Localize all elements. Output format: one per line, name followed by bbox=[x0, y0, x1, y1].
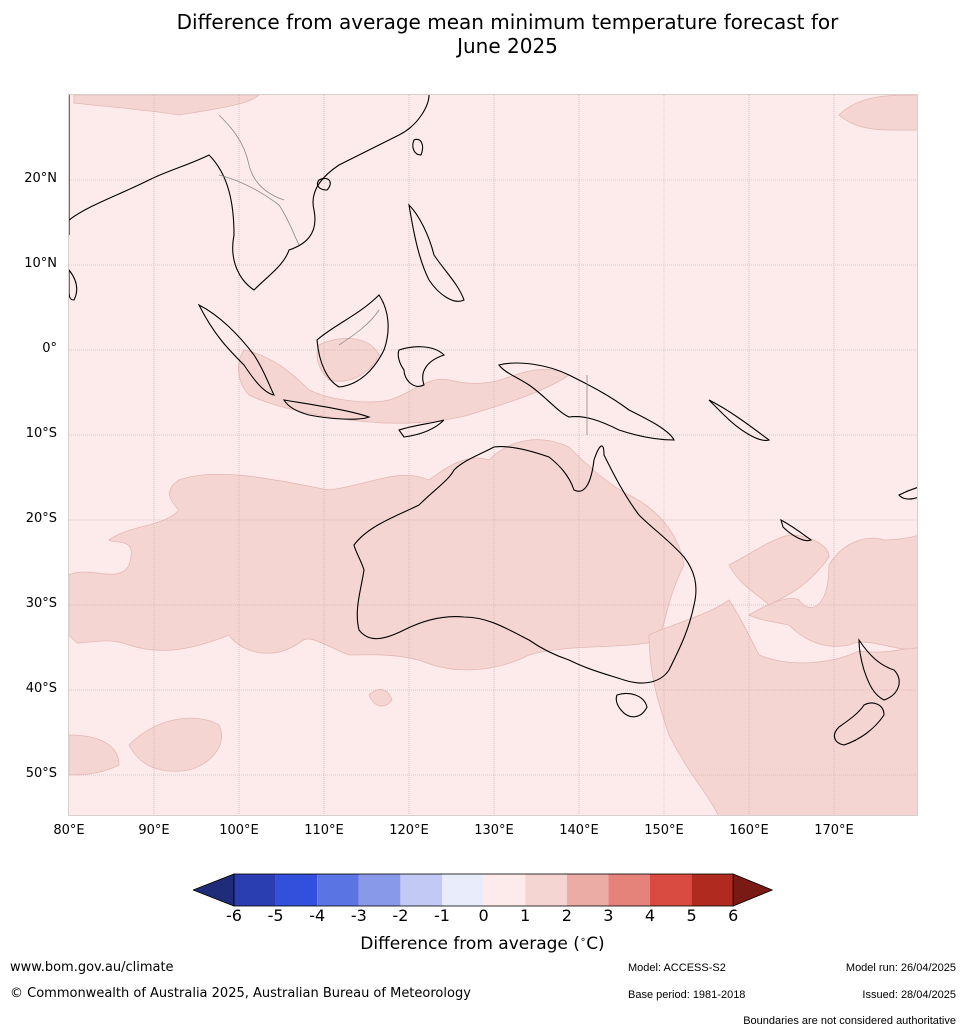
region-asia-top bbox=[73, 95, 260, 116]
colorbar-label: Difference from average ( bbox=[360, 934, 580, 954]
colorbar-cell bbox=[234, 874, 276, 906]
issued-date: Issued: 28/04/2025 bbox=[862, 989, 956, 1001]
graticule bbox=[69, 95, 917, 815]
lat-label-40s: 40°S bbox=[25, 681, 57, 696]
colorbar-tick-label: -3 bbox=[350, 906, 367, 925]
region-southern-tasman bbox=[648, 599, 917, 815]
forecast-map bbox=[68, 94, 918, 816]
colorbar-border bbox=[233, 873, 734, 907]
model-name: Model: ACCESS-S2 bbox=[628, 962, 726, 974]
java-coast bbox=[282, 399, 371, 420]
colorbar-tick-label: -5 bbox=[267, 906, 284, 925]
nz-south-coast bbox=[833, 702, 885, 746]
lon-label-130e: 130°E bbox=[474, 823, 514, 838]
philippines-coast bbox=[408, 203, 465, 302]
colorbar-tick-label: 3 bbox=[603, 906, 614, 925]
sri-lanka-coast bbox=[69, 269, 78, 301]
lat-label-20n: 20°N bbox=[24, 171, 57, 186]
borneo-coast bbox=[316, 294, 389, 388]
lat-label-30s: 30°S bbox=[25, 596, 57, 611]
colorbar-extend-low bbox=[193, 873, 235, 907]
colorbar-cell bbox=[483, 874, 526, 906]
lon-label-120e: 120°E bbox=[389, 823, 429, 838]
lat-label-10n: 10°N bbox=[24, 256, 57, 271]
colorbar-tick-label: 5 bbox=[686, 906, 697, 925]
colorbar-tick-label: 4 bbox=[644, 906, 656, 925]
region-main-australia-indian-ocean bbox=[69, 439, 685, 671]
lat-label-50s: 50°S bbox=[25, 766, 57, 781]
hainan-coast bbox=[316, 177, 331, 191]
colorbar-tick-label: 1 bbox=[520, 906, 531, 925]
nz-north-coast bbox=[858, 638, 900, 701]
colorbar-cell bbox=[525, 874, 567, 906]
region-borneo bbox=[316, 338, 380, 382]
region-small-1 bbox=[368, 689, 393, 707]
lon-label-80e: 80°E bbox=[53, 823, 85, 838]
lat-label-20s: 20°S bbox=[25, 511, 57, 526]
sulawesi-coast bbox=[397, 346, 446, 387]
anomaly-1-2-regions bbox=[69, 95, 917, 815]
colorbar-tick-label: 0 bbox=[478, 906, 489, 925]
colorbar-unit: C) bbox=[586, 934, 605, 954]
coastlines bbox=[69, 95, 917, 746]
region-tasman-coral bbox=[728, 534, 830, 606]
title-line-1: Difference from average mean minimum tem… bbox=[176, 10, 839, 34]
timor-coast bbox=[398, 419, 445, 438]
mainland-asia-coast bbox=[69, 95, 430, 291]
sumatra-coast bbox=[197, 303, 275, 396]
map-title: Difference from average mean minimum tem… bbox=[0, 10, 965, 58]
map-svg bbox=[69, 95, 917, 815]
australia-coast bbox=[353, 445, 697, 684]
colorbar-tick-label: -4 bbox=[309, 906, 326, 925]
new-guinea-coast bbox=[498, 362, 675, 441]
colorbar-cell bbox=[608, 874, 650, 906]
boundaries-disclaimer: Boundaries are not considered authoritat… bbox=[743, 1015, 956, 1027]
lat-label-10s: 10°S bbox=[25, 426, 57, 441]
colorbar-tick-label: -6 bbox=[226, 906, 242, 925]
website-link[interactable]: www.bom.gov.au/climate bbox=[10, 960, 174, 975]
new-caledonia-coast bbox=[780, 518, 813, 542]
colorbar-cell bbox=[358, 874, 401, 906]
colorbar-title: Difference from average (∘C) bbox=[360, 934, 605, 954]
colorbar-cell bbox=[566, 874, 609, 906]
colorbar-extend-high bbox=[732, 873, 773, 907]
lon-label-90e: 90°E bbox=[138, 823, 170, 838]
region-south-indian-2 bbox=[128, 717, 222, 772]
colorbar-tick-label: 2 bbox=[561, 906, 572, 925]
colorbar-cell bbox=[275, 874, 318, 906]
country-borders bbox=[218, 114, 588, 435]
lat-label-0: 0° bbox=[42, 341, 57, 356]
solomon-coast bbox=[708, 399, 771, 441]
lon-label-160e: 160°E bbox=[729, 823, 769, 838]
colorbar-cell bbox=[442, 874, 484, 906]
fiji-coast bbox=[898, 487, 917, 500]
colorbar-tick-label: -1 bbox=[434, 906, 450, 925]
colorbar-cells bbox=[193, 873, 773, 907]
taiwan-coast bbox=[412, 138, 424, 156]
lon-label-170e: 170°E bbox=[814, 823, 854, 838]
colorbar-tick-label: 6 bbox=[728, 906, 739, 925]
colorbar-tick-label: -2 bbox=[392, 906, 409, 925]
colorbar-cell bbox=[317, 874, 359, 906]
model-run-date: Model run: 26/04/2025 bbox=[845, 962, 956, 974]
colorbar-cell bbox=[650, 874, 692, 906]
tasmania-coast bbox=[615, 692, 648, 718]
title-line-2: June 2025 bbox=[457, 34, 558, 58]
copyright-text: © Commonwealth of Australia 2025, Austra… bbox=[10, 986, 471, 1001]
region-south-indian bbox=[69, 734, 120, 776]
base-period: Base period: 1981-2018 bbox=[628, 989, 746, 1001]
region-indonesia bbox=[238, 349, 570, 424]
lon-label-150e: 150°E bbox=[644, 823, 684, 838]
region-nw-pacific bbox=[838, 95, 917, 131]
colorbar-cell bbox=[400, 874, 442, 906]
lon-label-110e: 110°E bbox=[304, 823, 344, 838]
colorbar bbox=[193, 873, 773, 907]
colorbar-cell bbox=[691, 874, 734, 906]
lon-label-100e: 100°E bbox=[219, 823, 259, 838]
region-east-tasman bbox=[748, 535, 917, 650]
lon-label-140e: 140°E bbox=[559, 823, 599, 838]
